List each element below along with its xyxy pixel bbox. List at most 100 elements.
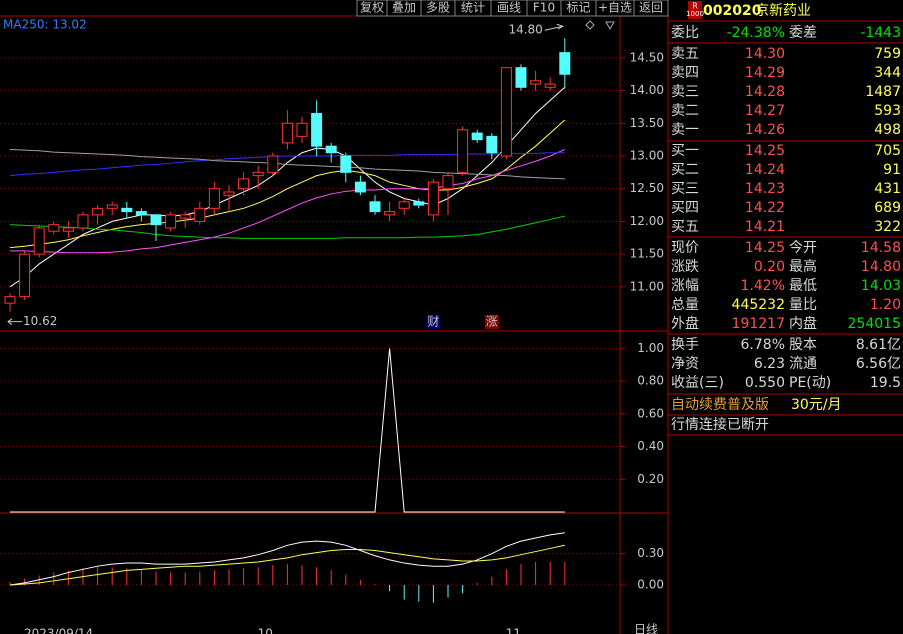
x-label: 11 [506,627,521,634]
book-price: 14.28 [745,84,785,100]
line [9,215,565,239]
toolbar-label[interactable]: 标记 [566,1,590,15]
quote-cell: 14.58 [861,240,901,256]
line [9,119,566,249]
candle-body [354,181,366,193]
event-marker-bg [426,315,441,329]
toolbar-label[interactable]: 多股 [426,1,450,15]
candle-body [19,253,31,298]
toolbar-label[interactable]: 统计 [461,1,485,15]
quote-cell: 191217 [732,316,785,332]
quote-cell: 0.20 [754,259,785,275]
candle-body [457,129,469,173]
candle-body [208,188,220,209]
candle-body [4,296,16,304]
book-price: 14.24 [745,162,785,178]
book-label: 卖二 [671,103,699,119]
event-marker[interactable]: 涨 [486,314,498,329]
candle-body [311,112,323,147]
quote-cell: 1.20 [870,297,901,313]
quote-cell: 6.23 [754,356,785,372]
event-marker[interactable]: 财 [427,315,439,329]
line [9,152,565,177]
quote-cell: 1.42% [741,278,785,294]
book-label: 买五 [671,219,699,235]
y-tick-label: 1.00 [637,341,664,355]
quote-cell: -24.38% [727,25,785,41]
book-price: 14.27 [745,103,785,119]
candle-body [165,214,177,229]
candle-body [194,207,206,222]
toolbar-label[interactable]: 画线 [497,1,521,15]
quote-cell: 19.5 [870,375,901,391]
toolbar-label[interactable]: +自选 [598,1,632,15]
subscription-price[interactable]: 30元/月 [791,397,842,413]
candle-body [427,181,439,216]
y-tick-label: 0.40 [637,439,664,453]
y-tick-label: 13.00 [630,148,664,162]
book-label: 买三 [671,181,699,197]
badge-top: R [692,2,698,11]
ma-legend: MA250: 13.02 [3,18,87,32]
candle-body [486,135,498,154]
book-volume: 431 [874,181,901,197]
candle-body [559,52,571,75]
quote-cell: 总量 [671,297,699,313]
candle-body [238,178,250,190]
subscription[interactable]: 自动续费普及版 [671,396,769,413]
book-price: 14.30 [745,46,785,62]
y-tick-label: 12.00 [630,214,664,228]
toolbar-label[interactable]: 叠加 [392,1,416,15]
book-price: 14.21 [745,219,785,235]
candle-body [252,171,264,177]
candle-body [92,207,104,216]
quote-cell: 6.78% [741,337,785,353]
line [10,148,566,254]
book-volume: 1487 [865,84,901,100]
candle-body [471,132,483,141]
annotation-arrow [7,318,22,326]
toolbar-button[interactable] [633,0,669,17]
connection-status: 行情连接已断开 [671,416,769,433]
quote-cell: 涨跌 [671,259,699,275]
quote-cell: 14.25 [745,240,785,256]
quote-cell: 收益(三) [671,375,724,391]
quote-cell: 委比 [671,25,699,41]
candle-body [442,175,454,190]
book-price: 14.25 [745,143,785,159]
quote-cell: 内盘 [789,315,817,332]
candle-body [106,204,118,209]
book-label: 卖五 [671,46,699,62]
quote-cell: 流通 [789,356,817,372]
toolbar-label[interactable]: 复权 [360,1,384,15]
book-volume: 705 [874,143,901,159]
toolbar-label[interactable]: 返回 [639,1,663,15]
book-label: 买二 [671,162,699,178]
candle-body [121,207,133,213]
icon[interactable] [605,21,615,31]
candle-body [340,155,352,173]
y-tick-label: 0.30 [637,546,664,560]
badge-bottom: 1000 [686,10,704,18]
line [9,544,565,586]
toolbar-label[interactable]: F10 [533,1,555,15]
icon[interactable] [585,20,595,30]
candle-body [223,191,235,196]
quote-cell: 股本 [789,337,817,353]
quote-cell: 445232 [732,297,785,313]
book-price: 14.23 [745,181,785,197]
book-price: 14.26 [745,122,785,138]
candle-body [413,201,425,206]
quote-cell: 委差 [789,25,817,41]
candle-body [179,214,191,219]
candle-body [150,214,162,226]
y-tick-label: 12.50 [630,181,664,195]
stock-name: 京新药业 [755,3,811,19]
quote-cell: 8.61亿 [856,337,901,353]
book-volume: 344 [874,65,901,81]
quote-cell: 量比 [789,297,817,313]
candle-body [500,67,512,157]
book-label: 买四 [671,200,699,216]
candle-body [544,83,556,88]
quote-cell: 最低 [789,278,817,294]
